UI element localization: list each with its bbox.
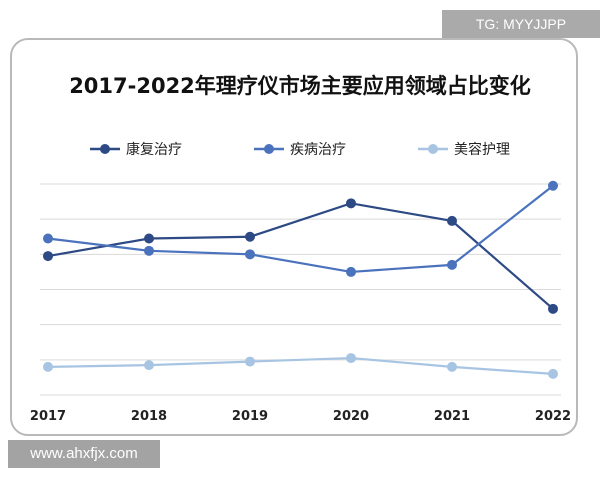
legend: 康复治疗 疾病治疗 美容护理 — [90, 141, 510, 158]
data-point — [245, 356, 255, 367]
series-points — [43, 180, 558, 379]
data-point — [43, 251, 53, 262]
legend-marker — [100, 144, 110, 154]
legend-marker — [264, 144, 274, 154]
x-tick-label: 2022 — [535, 409, 571, 424]
series-line — [47, 184, 554, 274]
data-point — [245, 249, 255, 260]
legend-label: 美容护理 — [454, 141, 510, 158]
data-point — [144, 233, 154, 244]
data-point — [447, 259, 457, 270]
watermark-top-right: TG: MYYJJPP — [442, 10, 600, 38]
data-point — [346, 266, 356, 277]
legend-label: 康复治疗 — [126, 141, 182, 158]
data-point — [346, 198, 356, 209]
series-lines — [47, 184, 554, 375]
data-point — [346, 353, 356, 364]
x-tick-label: 2018 — [131, 409, 167, 424]
x-tick-label: 2021 — [434, 409, 470, 424]
x-tick-label: 2017 — [30, 409, 66, 424]
data-point — [548, 303, 558, 314]
data-point — [43, 361, 53, 372]
data-point — [245, 231, 255, 242]
x-tick-label: 2020 — [333, 409, 369, 424]
x-axis-ticks: 2017 2018 2019 2020 2021 2022 — [30, 409, 571, 424]
data-point — [144, 245, 154, 256]
data-point — [43, 233, 53, 244]
legend-marker — [428, 144, 438, 154]
chart-title: 2017-2022年理疗仪市场主要应用领域占比变化 — [69, 74, 531, 98]
watermark-bottom-left: www.ahxfjx.com — [8, 440, 160, 468]
data-point — [144, 360, 154, 371]
series-line — [47, 202, 554, 310]
data-point — [447, 361, 457, 372]
legend-label: 疾病治疗 — [290, 142, 346, 158]
series-line — [47, 356, 554, 375]
x-tick-label: 2019 — [232, 409, 268, 424]
data-point — [447, 215, 457, 226]
data-point — [548, 368, 558, 379]
data-point — [548, 180, 558, 191]
grid-lines — [40, 183, 561, 396]
